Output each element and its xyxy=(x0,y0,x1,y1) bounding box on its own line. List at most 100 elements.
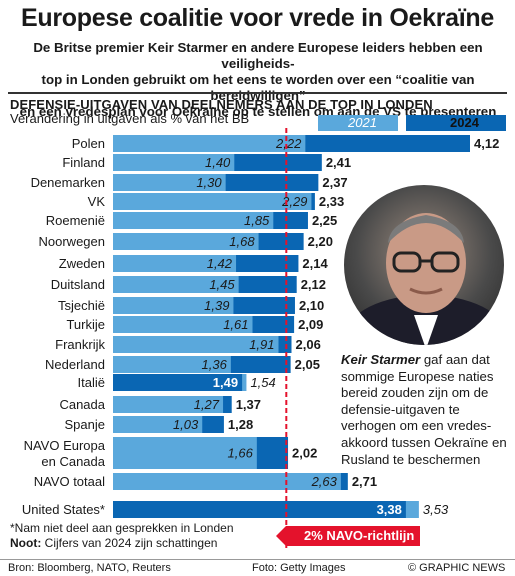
data-label-2024: 2,12 xyxy=(301,277,326,292)
intro-line: De Britse premier Keir Starmer en andere… xyxy=(33,40,483,71)
data-label-2024: 2,06 xyxy=(296,337,321,352)
data-label-2021: 1,61 xyxy=(223,317,248,332)
chart-legend: 2021 2024 xyxy=(318,115,508,131)
bar-2021 xyxy=(113,135,306,152)
page-title: Europese coalitie voor vrede in Oekraïne xyxy=(21,4,494,32)
bar-2024 xyxy=(113,501,406,518)
data-label-2024: 1,37 xyxy=(236,397,261,412)
source-text: Bron: Bloomberg, NATO, Reuters xyxy=(8,562,171,574)
data-label-2021: 1,45 xyxy=(209,277,235,292)
bar-2021 xyxy=(113,154,235,171)
category-label: United States* xyxy=(22,502,105,517)
legend-swatch-2024 xyxy=(406,115,506,131)
bar-2021 xyxy=(113,396,224,413)
bar-2021 xyxy=(113,416,203,433)
data-label-2021: 2,22 xyxy=(275,136,302,151)
legend-swatch-2021 xyxy=(318,115,398,131)
data-label-2024: 2,37 xyxy=(322,175,347,190)
data-label-2021: 1,42 xyxy=(207,256,233,271)
category-label: Canada xyxy=(59,397,105,412)
category-label: Frankrijk xyxy=(55,337,105,352)
category-label: Noorwegen xyxy=(39,234,106,249)
bar-2024 xyxy=(113,374,243,391)
data-label-2021: 3,53 xyxy=(423,502,449,517)
data-label-2021: 2,63 xyxy=(311,474,338,489)
data-label-2024: 4,12 xyxy=(474,136,499,151)
intro-line: top in Londen gebruikt om het eens te wo… xyxy=(41,72,475,103)
chart-subtitle: Verandering in uitgaven als % van het BB xyxy=(10,111,250,126)
data-label-2021: 2,29 xyxy=(281,194,307,209)
data-label-2021: 1,68 xyxy=(229,234,255,249)
data-label-2021: 1,39 xyxy=(204,298,229,313)
caption-text: gaf aan dat sommige Europese naties bere… xyxy=(341,352,507,467)
category-label: NAVO Europa xyxy=(24,438,106,453)
category-label: Zweden xyxy=(59,256,105,271)
bar-2021 xyxy=(113,233,259,250)
photo-credit: Foto: Getty Images xyxy=(252,562,346,574)
data-label-2024: 3,38 xyxy=(377,502,402,517)
bar-2021 xyxy=(113,255,237,272)
data-label-2021: 1,91 xyxy=(249,337,274,352)
footnote-2-text: Cijfers van 2024 zijn schattingen xyxy=(41,535,218,550)
data-label-2024: 2,10 xyxy=(299,298,324,313)
category-label: Polen xyxy=(72,136,105,151)
chart-title: DEFENSIE-UITGAVEN VAN DEELNEMERS AAN DE … xyxy=(10,97,433,112)
footnote-2: Noot: Cijfers van 2024 zijn schattingen xyxy=(10,536,234,551)
data-label-2021: 1,30 xyxy=(196,175,222,190)
footnote-1: *Nam niet deel aan gesprekken in Londen xyxy=(10,521,234,535)
caption-name: Keir Starmer xyxy=(341,352,421,367)
category-label: Denemarken xyxy=(31,175,105,190)
data-label-2021: 1,54 xyxy=(250,375,275,390)
data-label-2024: 2,09 xyxy=(298,317,323,332)
data-label-2021: 1,66 xyxy=(228,446,254,461)
navo-guideline-label: 2% NAVO-richtlijn xyxy=(276,526,420,546)
keir-starmer-photo xyxy=(342,183,506,347)
bar-2021 xyxy=(113,174,226,191)
footnotes: *Nam niet deel aan gesprekken in Londen … xyxy=(10,521,234,550)
data-label-2024: 2,33 xyxy=(319,194,344,209)
category-label: Roemenië xyxy=(46,213,105,228)
data-label-2021: 1,03 xyxy=(173,417,199,432)
bar-2021 xyxy=(113,297,234,314)
category-label: Italië xyxy=(78,375,105,390)
data-label-2024: 2,20 xyxy=(308,234,333,249)
data-label-2021: 1,36 xyxy=(202,357,228,372)
bar-chart: 2,22 4,12 Polen 1,40 2,41 Finland 1,30 2,37 Dene… xyxy=(22,128,499,548)
data-label-2024: 2,05 xyxy=(295,357,320,372)
portrait-icon xyxy=(346,213,504,345)
legend-label-2021: 2021 xyxy=(348,115,377,130)
bar-2021 xyxy=(113,212,274,229)
bar-2021 xyxy=(113,356,231,373)
category-label: Duitsland xyxy=(51,277,105,292)
bar-2021 xyxy=(113,316,253,333)
data-label-2024: 1,49 xyxy=(213,375,238,390)
header-rule xyxy=(8,92,507,94)
category-label: en Canada xyxy=(41,454,105,469)
bar-2021 xyxy=(113,473,341,490)
footer: Bron: Bloomberg, NATO, Reuters Foto: Get… xyxy=(0,559,515,576)
category-label: Finland xyxy=(62,155,105,170)
bar-2021 xyxy=(113,193,312,210)
data-label-2021: 1,85 xyxy=(244,213,270,228)
bar-2021 xyxy=(113,336,279,353)
footnote-2-label: Noot: xyxy=(10,535,42,550)
category-label: Nederland xyxy=(45,357,105,372)
data-label-2024: 2,14 xyxy=(302,256,328,271)
bar-2021 xyxy=(113,437,257,469)
category-label: Turkije xyxy=(66,317,105,332)
data-label-2024: 2,25 xyxy=(312,213,337,228)
photo-caption: Keir Starmer gaf aan dat sommige Europes… xyxy=(341,352,511,468)
category-label: Tsjechië xyxy=(58,298,105,313)
category-label: NAVO totaal xyxy=(34,474,105,489)
data-label-2021: 1,40 xyxy=(205,155,231,170)
category-label: VK xyxy=(88,194,106,209)
data-label-2024: 2,41 xyxy=(326,155,351,170)
data-label-2021: 1,27 xyxy=(194,397,220,412)
bar-2021 xyxy=(113,276,239,293)
legend-label-2024: 2024 xyxy=(450,115,479,130)
data-label-2024: 1,28 xyxy=(228,417,253,432)
data-label-2024: 2,02 xyxy=(292,446,317,461)
copyright-text: © GRAPHIC NEWS xyxy=(408,562,506,574)
data-label-2024: 2,71 xyxy=(352,474,377,489)
category-label: Spanje xyxy=(65,417,105,432)
